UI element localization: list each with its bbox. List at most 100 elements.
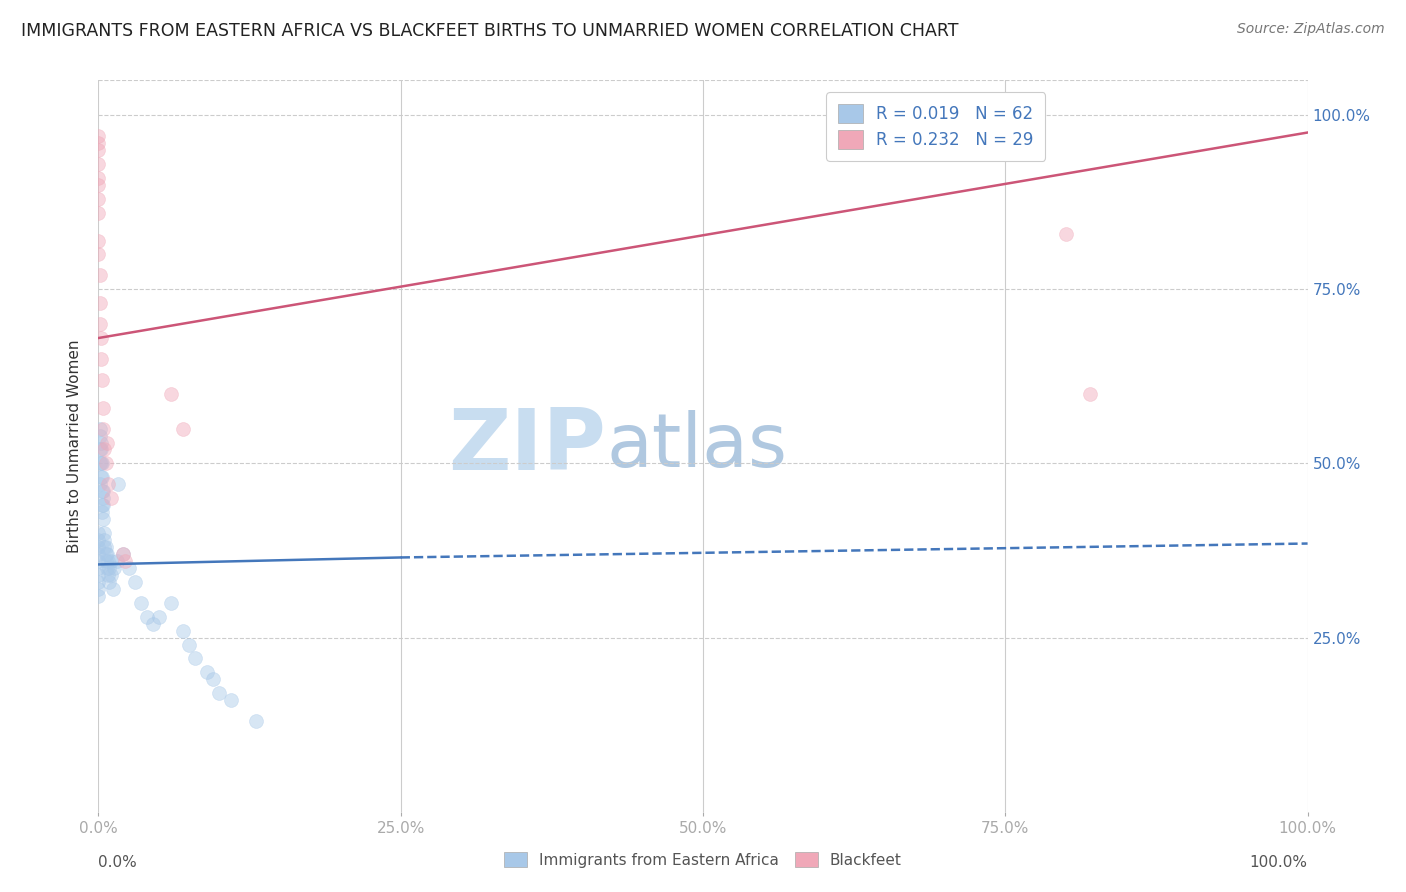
Point <box>195 665 218 680</box>
Point <box>202 673 225 687</box>
Point <box>87 547 110 561</box>
Point <box>91 512 114 526</box>
Point <box>93 442 115 457</box>
Point <box>90 442 112 457</box>
Point <box>111 547 134 561</box>
Point <box>172 624 194 638</box>
Text: 100.0%: 100.0% <box>1250 855 1308 870</box>
Point <box>172 421 194 435</box>
Point <box>97 554 120 568</box>
Point <box>111 547 134 561</box>
Point <box>94 457 117 471</box>
Point <box>105 554 128 568</box>
Point <box>148 609 170 624</box>
Point <box>94 554 117 568</box>
Point <box>184 651 207 665</box>
Point <box>89 442 111 457</box>
Point <box>87 234 110 248</box>
Text: atlas: atlas <box>606 409 787 483</box>
Point <box>245 714 267 728</box>
Point <box>91 491 114 506</box>
Point <box>89 317 111 331</box>
Point <box>91 457 114 471</box>
Point <box>91 470 114 484</box>
Point <box>142 616 165 631</box>
Point <box>135 609 157 624</box>
Point <box>93 526 115 541</box>
Point <box>94 540 117 554</box>
Point <box>1054 227 1077 241</box>
Point <box>89 268 111 283</box>
Point <box>87 136 110 150</box>
Point <box>90 470 112 484</box>
Legend: R = 0.019   N = 62, R = 0.232   N = 29: R = 0.019 N = 62, R = 0.232 N = 29 <box>827 92 1045 161</box>
Point <box>179 638 201 652</box>
Point <box>89 428 111 442</box>
Point <box>91 484 114 499</box>
Point <box>87 574 110 589</box>
Point <box>91 401 114 415</box>
Point <box>101 582 124 596</box>
Point <box>87 554 110 568</box>
Point <box>103 561 125 575</box>
Y-axis label: Births to Unmarried Women: Births to Unmarried Women <box>67 339 83 553</box>
Point <box>93 533 115 547</box>
Point <box>90 331 112 345</box>
Point <box>160 386 183 401</box>
Point <box>89 296 111 310</box>
Point <box>90 435 112 450</box>
Point <box>1078 386 1101 401</box>
Point <box>100 491 122 506</box>
Point <box>87 582 110 596</box>
Point <box>96 435 118 450</box>
Point <box>87 561 110 575</box>
Point <box>87 205 110 219</box>
Point <box>94 547 117 561</box>
Point <box>118 561 141 575</box>
Point <box>87 157 110 171</box>
Point <box>208 686 231 700</box>
Point <box>90 457 112 471</box>
Point <box>87 128 110 143</box>
Point <box>100 554 122 568</box>
Point <box>97 567 120 582</box>
Point <box>221 693 243 707</box>
Point <box>91 498 114 512</box>
Point <box>87 192 110 206</box>
Point <box>129 596 152 610</box>
Point <box>107 477 129 491</box>
Point <box>87 247 110 261</box>
Legend: Immigrants from Eastern Africa, Blackfeet: Immigrants from Eastern Africa, Blackfee… <box>496 844 910 875</box>
Point <box>90 351 112 366</box>
Point <box>87 540 110 554</box>
Text: IMMIGRANTS FROM EASTERN AFRICA VS BLACKFEET BIRTHS TO UNMARRIED WOMEN CORRELATIO: IMMIGRANTS FROM EASTERN AFRICA VS BLACKF… <box>21 22 959 40</box>
Point <box>114 554 136 568</box>
Point <box>87 143 110 157</box>
Point <box>98 574 121 589</box>
Point <box>96 561 118 575</box>
Point <box>91 421 114 435</box>
Point <box>124 574 146 589</box>
Point <box>87 178 110 192</box>
Point <box>87 533 110 547</box>
Point <box>91 498 114 512</box>
Point <box>91 505 114 519</box>
Point <box>91 373 114 387</box>
Point <box>96 547 118 561</box>
Text: ZIP: ZIP <box>449 404 606 488</box>
Point <box>87 567 110 582</box>
Text: Source: ZipAtlas.com: Source: ZipAtlas.com <box>1237 22 1385 37</box>
Point <box>89 457 111 471</box>
Point <box>87 170 110 185</box>
Point <box>87 526 110 541</box>
Text: 0.0%: 0.0% <box>98 855 138 870</box>
Point <box>98 561 121 575</box>
Point <box>100 567 122 582</box>
Point <box>89 421 111 435</box>
Point <box>87 589 110 603</box>
Point <box>91 484 114 499</box>
Point <box>97 477 120 491</box>
Point <box>93 540 115 554</box>
Point <box>89 477 111 491</box>
Point <box>160 596 183 610</box>
